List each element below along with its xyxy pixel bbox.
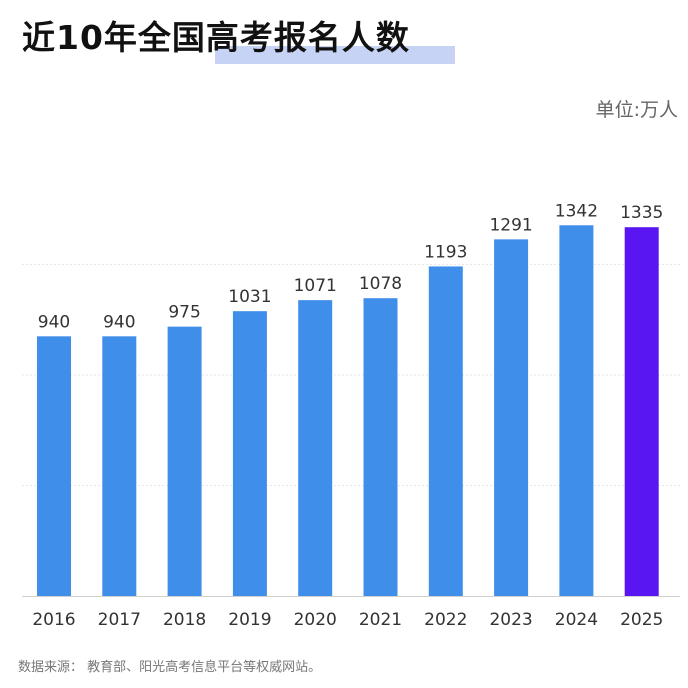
bar-2018: [167, 326, 202, 596]
chart-title: 近10年全国高考报名人数: [22, 18, 410, 57]
bar-2017: [102, 336, 137, 596]
bar-2023: [494, 239, 529, 596]
value-label-2025: 1335: [620, 203, 663, 223]
value-label-2017: 940: [103, 312, 135, 332]
bar-2022: [428, 266, 463, 596]
title-highlight: [215, 46, 455, 64]
source-note: 数据来源： 教育部、阳光高考信息平台等权威网站。: [18, 660, 322, 675]
x-tick-label-2025: 2025: [620, 610, 663, 630]
x-tick-label-2024: 2024: [555, 610, 598, 630]
bar-2016: [37, 336, 71, 596]
bar-2024: [559, 225, 594, 596]
value-label-2024: 1342: [555, 201, 598, 221]
x-tick-label-2017: 2017: [98, 610, 141, 630]
bar-2020: [298, 300, 333, 596]
x-tick-label-2016: 2016: [32, 610, 75, 630]
x-tick-label-2020: 2020: [294, 610, 337, 630]
x-tick-label-2021: 2021: [359, 610, 402, 630]
value-label-2022: 1193: [424, 242, 467, 262]
unit-label: 单位:万人: [595, 99, 678, 121]
value-label-2019: 1031: [228, 287, 271, 307]
x-tick-label-2018: 2018: [163, 610, 206, 630]
value-label-2021: 1078: [359, 274, 402, 294]
x-tick-label-2019: 2019: [228, 610, 271, 630]
value-label-2018: 975: [168, 303, 200, 323]
x-tick-label-2022: 2022: [424, 610, 467, 630]
bar-2021: [363, 298, 398, 596]
value-label-2020: 1071: [294, 276, 337, 296]
title-block: 近10年全国高考报名人数: [22, 12, 455, 64]
value-label-2023: 1291: [489, 215, 532, 235]
bar-2025: [624, 227, 659, 597]
value-label-2016: 940: [38, 312, 70, 332]
x-tick-label-2023: 2023: [489, 610, 532, 630]
bar-2019: [232, 311, 267, 596]
